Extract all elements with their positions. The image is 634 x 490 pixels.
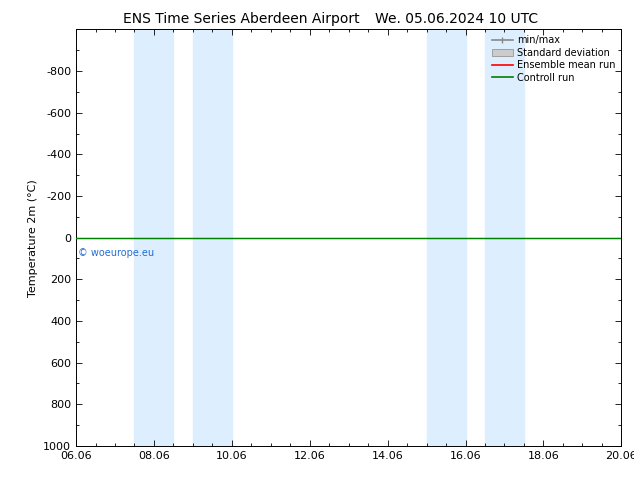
Legend: min/max, Standard deviation, Ensemble mean run, Controll run: min/max, Standard deviation, Ensemble me… xyxy=(488,31,619,86)
Text: ENS Time Series Aberdeen Airport: ENS Time Series Aberdeen Airport xyxy=(122,12,359,26)
Bar xyxy=(427,29,465,446)
Text: We. 05.06.2024 10 UTC: We. 05.06.2024 10 UTC xyxy=(375,12,538,26)
Bar xyxy=(485,29,524,446)
Bar xyxy=(134,29,174,446)
Y-axis label: Temperature 2m (°C): Temperature 2m (°C) xyxy=(28,179,37,296)
Text: © woeurope.eu: © woeurope.eu xyxy=(78,248,154,258)
Bar xyxy=(193,29,232,446)
